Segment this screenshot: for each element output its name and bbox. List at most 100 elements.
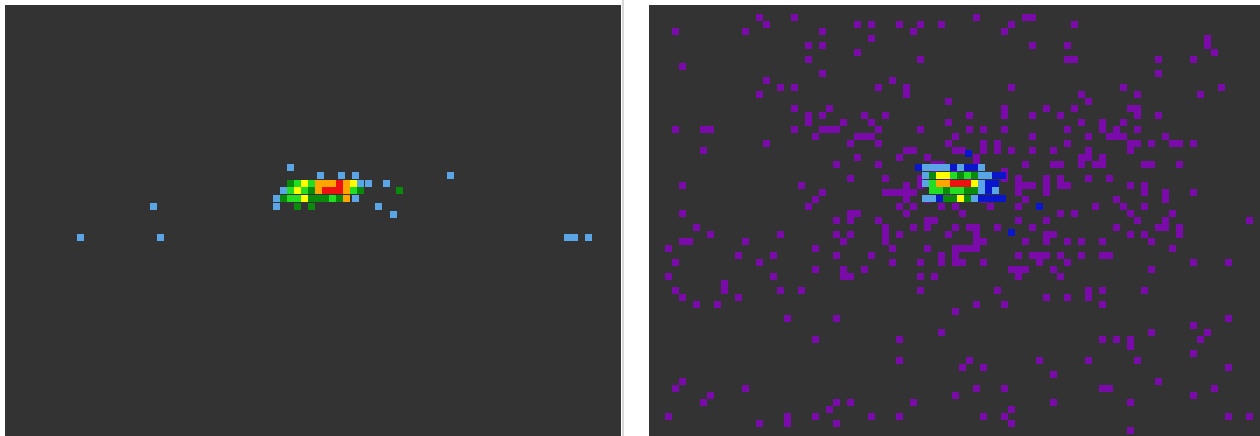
heatmap-cell xyxy=(1099,301,1106,308)
heatmap-cell xyxy=(847,399,854,406)
heatmap-cell xyxy=(1162,196,1169,203)
heatmap-cell xyxy=(945,98,952,105)
heatmap-cell xyxy=(992,187,999,194)
heatmap-cell xyxy=(924,245,931,252)
heatmap-cell xyxy=(294,180,301,187)
heatmap-cell xyxy=(301,187,308,194)
heatmap-cell xyxy=(917,56,924,63)
heatmap-cell xyxy=(819,28,826,35)
heatmap-cell xyxy=(1120,119,1127,126)
heatmap-cell xyxy=(929,187,936,194)
heatmap-cell xyxy=(1029,133,1036,140)
heatmap-cell xyxy=(336,195,343,202)
heatmap-cell xyxy=(564,234,571,241)
heatmap-cell xyxy=(833,126,840,133)
heatmap-cell xyxy=(973,245,980,252)
heatmap-cell xyxy=(1015,182,1022,189)
heatmap-cell xyxy=(1008,21,1015,28)
heatmap-cell xyxy=(915,164,922,171)
heatmap-cell xyxy=(957,180,964,187)
heatmap-cell xyxy=(1050,371,1057,378)
heatmap-cell xyxy=(896,154,903,161)
heatmap-cell xyxy=(971,195,978,202)
heatmap-cell xyxy=(679,294,686,301)
heatmap-cell xyxy=(329,180,336,187)
heatmap-cell xyxy=(945,231,952,238)
heatmap-cell xyxy=(966,126,973,133)
heatmap-cell xyxy=(693,224,700,231)
heatmap-cell xyxy=(791,84,798,91)
heatmap-cell xyxy=(1106,252,1113,259)
heatmap-cell xyxy=(1127,399,1134,406)
heatmap-cell xyxy=(889,189,896,196)
heatmap-cell xyxy=(1148,140,1155,147)
heatmap-cell xyxy=(1071,105,1078,112)
heatmap-cell xyxy=(1029,252,1036,259)
heatmap-cell xyxy=(1022,161,1029,168)
heatmap-cell xyxy=(936,195,943,202)
heatmap-cell xyxy=(1001,28,1008,35)
heatmap-cell xyxy=(1113,224,1120,231)
heatmap-cell xyxy=(917,21,924,28)
heatmap-cell xyxy=(322,180,329,187)
heatmap-cell xyxy=(1022,182,1029,189)
heatmap-cell xyxy=(396,187,403,194)
heatmap-cell xyxy=(287,195,294,202)
heatmap-cell xyxy=(1134,357,1141,364)
heatmap-cell xyxy=(971,180,978,187)
heatmap-cell xyxy=(917,259,924,266)
heatmap-cell xyxy=(1057,175,1064,182)
heatmap-cell xyxy=(929,164,936,171)
heatmap-cell xyxy=(943,180,950,187)
heatmap-cell xyxy=(1064,56,1071,63)
heatmap-cell xyxy=(882,238,889,245)
heatmap-cell xyxy=(1001,301,1008,308)
heatmap-cell xyxy=(1022,266,1029,273)
heatmap-cell xyxy=(1120,133,1127,140)
heatmap-cell xyxy=(966,357,973,364)
heatmap-cell xyxy=(1057,252,1064,259)
heatmap-cell xyxy=(280,187,287,194)
heatmap-cell xyxy=(896,357,903,364)
heatmap-cell xyxy=(301,195,308,202)
heatmap-cell xyxy=(287,180,294,187)
heatmap-cell xyxy=(910,28,917,35)
heatmap-cell xyxy=(721,287,728,294)
heatmap-cell xyxy=(1225,413,1232,420)
heatmap-cell xyxy=(714,301,721,308)
heatmap-cell xyxy=(903,182,910,189)
heatmap-cell xyxy=(1043,217,1050,224)
heatmap-cell xyxy=(1134,126,1141,133)
heatmap-cell xyxy=(924,224,931,231)
heatmap-cell xyxy=(294,203,301,210)
heatmap-cell xyxy=(1148,329,1155,336)
heatmap-cell xyxy=(1099,154,1106,161)
heatmap-cell xyxy=(938,21,945,28)
heatmap-cell xyxy=(943,164,950,171)
heatmap-cell xyxy=(945,140,952,147)
heatmap-cell xyxy=(447,172,454,179)
heatmap-cell xyxy=(875,84,882,91)
heatmap-cell xyxy=(1218,84,1225,91)
heatmap-cell xyxy=(854,210,861,217)
heatmap-cell xyxy=(665,273,672,280)
heatmap-cell xyxy=(952,133,959,140)
heatmap-cell xyxy=(1141,161,1148,168)
heatmap-cell xyxy=(763,77,770,84)
heatmap-cell xyxy=(798,182,805,189)
heatmap-cell xyxy=(910,203,917,210)
heatmap-cell xyxy=(847,217,854,224)
heatmap-cell xyxy=(924,154,931,161)
heatmap-cell xyxy=(931,168,938,175)
heatmap-cell xyxy=(971,172,978,179)
heatmap-cell xyxy=(1064,126,1071,133)
heatmap-cell xyxy=(1043,252,1050,259)
heatmap-cell xyxy=(1085,357,1092,364)
heatmap-cell xyxy=(910,147,917,154)
heatmap-cell xyxy=(1050,231,1057,238)
heatmap-cell xyxy=(665,413,672,420)
heatmap-cell xyxy=(903,189,910,196)
heatmap-cell xyxy=(896,21,903,28)
heatmap-cell xyxy=(777,231,784,238)
heatmap-cell xyxy=(679,63,686,70)
